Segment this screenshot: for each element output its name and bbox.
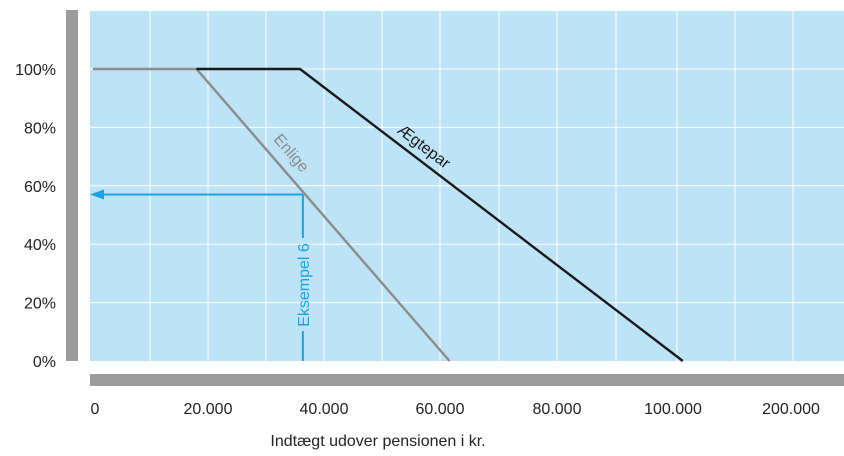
x-tick-label: 80.000 (533, 401, 582, 418)
annotation-label: Eksempel 6 (296, 243, 313, 327)
y-axis-bar (66, 10, 78, 361)
x-tick-label: 200.000 (762, 401, 820, 418)
y-tick-label: 60% (24, 179, 56, 196)
x-tick-label: 40.000 (300, 401, 349, 418)
x-tick-label: 100.000 (644, 401, 702, 418)
x-tick-label: 0 (91, 401, 100, 418)
x-tick-label: 60.000 (416, 401, 465, 418)
x-tick-label: 20.000 (184, 401, 233, 418)
y-tick-label: 40% (24, 237, 56, 254)
y-tick-label: 100% (15, 62, 56, 79)
y-tick-label: 80% (24, 120, 56, 137)
x-axis-bar (90, 374, 844, 386)
y-tick-label: 0% (33, 354, 56, 371)
y-tick-label: 20% (24, 296, 56, 313)
x-axis-title: Indtægt udover pensionen i kr. (270, 433, 485, 450)
